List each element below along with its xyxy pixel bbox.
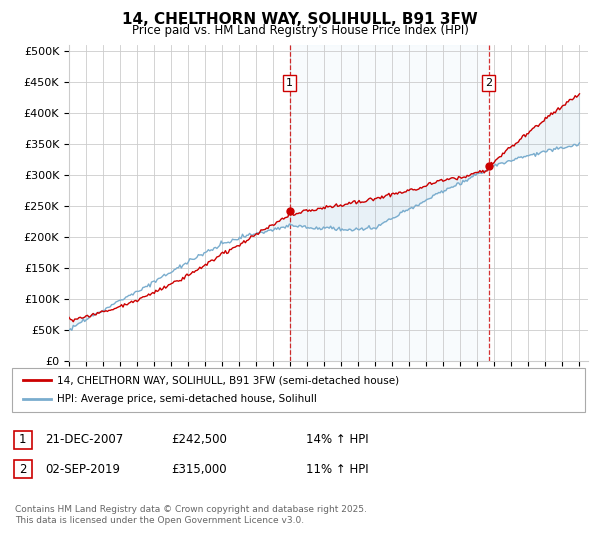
FancyBboxPatch shape (14, 460, 32, 478)
Text: 2: 2 (485, 78, 493, 88)
Text: 1: 1 (286, 78, 293, 88)
Text: 11% ↑ HPI: 11% ↑ HPI (306, 463, 368, 476)
Text: Contains HM Land Registry data © Crown copyright and database right 2025.
This d: Contains HM Land Registry data © Crown c… (15, 505, 367, 525)
FancyBboxPatch shape (12, 368, 585, 412)
FancyBboxPatch shape (14, 431, 32, 449)
Text: £315,000: £315,000 (171, 463, 227, 476)
Bar (290, 45, 489, 361)
Text: £242,500: £242,500 (171, 433, 227, 446)
Text: 14, CHELTHORN WAY, SOLIHULL, B91 3FW (semi-detached house): 14, CHELTHORN WAY, SOLIHULL, B91 3FW (se… (57, 375, 399, 385)
Text: 14, CHELTHORN WAY, SOLIHULL, B91 3FW: 14, CHELTHORN WAY, SOLIHULL, B91 3FW (122, 12, 478, 27)
Text: 21-DEC-2007: 21-DEC-2007 (45, 433, 123, 446)
Text: 14% ↑ HPI: 14% ↑ HPI (306, 433, 368, 446)
Text: 2: 2 (19, 463, 26, 476)
Text: 1: 1 (19, 433, 26, 446)
Text: 02-SEP-2019: 02-SEP-2019 (45, 463, 120, 476)
Text: HPI: Average price, semi-detached house, Solihull: HPI: Average price, semi-detached house,… (57, 394, 317, 404)
Text: Price paid vs. HM Land Registry's House Price Index (HPI): Price paid vs. HM Land Registry's House … (131, 24, 469, 37)
